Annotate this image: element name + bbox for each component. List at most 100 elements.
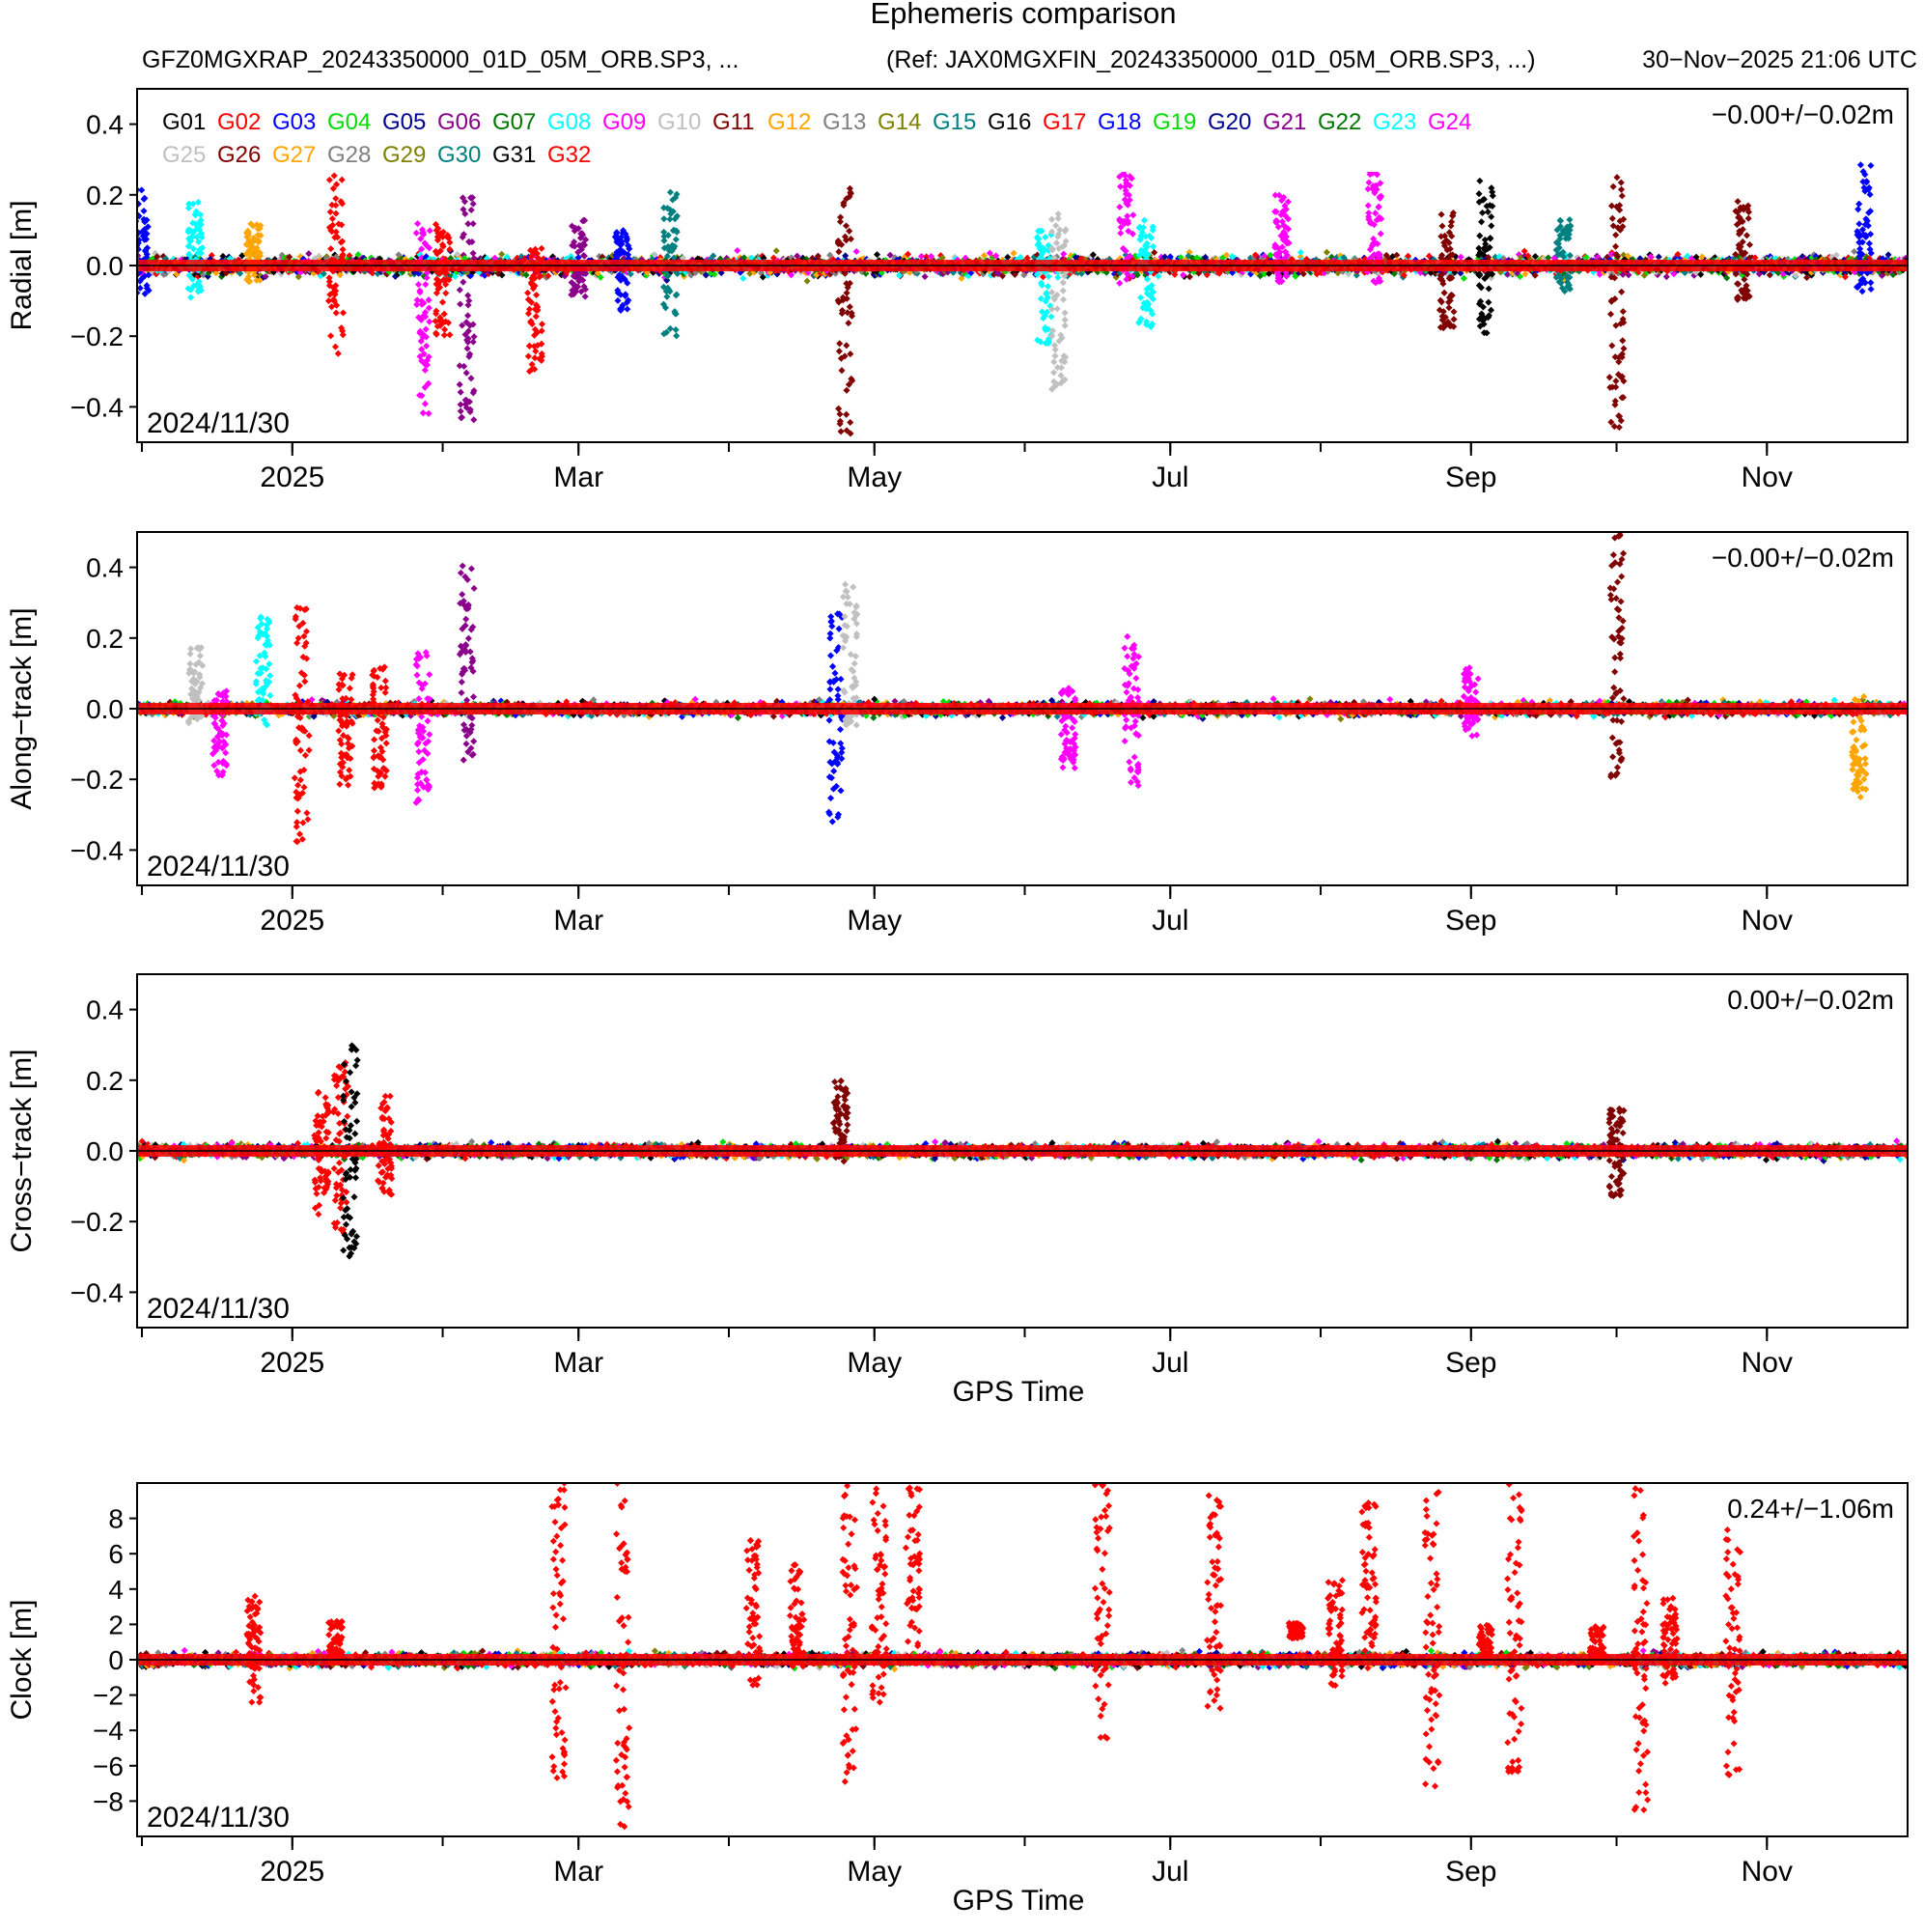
excursion-point-21 [1605,374,1613,381]
excursion-point-13 [1059,287,1067,294]
excursion-point-3 [329,184,337,192]
excursion-point-0 [142,236,151,243]
excursion-point-21 [1612,242,1620,250]
noise-point [1010,249,1018,257]
excursion-point-7 [531,354,539,362]
excursion-point-14 [1116,279,1124,287]
excursion-point-5 [434,230,442,238]
excursion-point-0 [145,287,153,294]
excursion-point-15 [1149,242,1157,250]
excursion-point-13 [1051,346,1059,353]
excursion-point-9 [612,251,620,259]
excursion-point-11 [837,428,845,435]
excursion-point-9 [614,296,622,304]
excursion-point-5 [440,310,448,318]
excursion-point-10 [666,215,674,223]
excursion-point-8 [572,282,579,290]
excursion-point-1 [187,234,195,241]
excursion-point-6 [457,388,464,396]
excursion-point-6 [467,375,475,382]
excursion-point-8 [581,293,589,300]
excursion-point-10 [671,215,679,223]
excursion-point-8 [578,230,586,238]
excursion-point-18 [1450,308,1458,316]
excursion-point-11 [836,420,844,428]
excursion-point-1 [193,224,201,232]
excursion-point-3 [325,282,333,290]
excursion-point-20 [1557,217,1565,225]
excursion-point-4 [426,227,433,235]
excursion-point-3 [330,297,338,305]
excursion-point-11 [843,289,850,296]
excursion-point-3 [332,202,340,210]
excursion-point-10 [660,237,668,244]
excursion-point-11 [836,340,844,348]
excursion-point-3 [325,274,333,282]
subtitle-reference: (Ref: JAX0MGXFIN_20243350000_01D_05M_ORB… [886,46,1536,73]
excursion-point-3 [337,198,345,206]
excursion-point-8 [574,248,582,256]
excursion-point-19 [1475,190,1483,198]
excursion-point-0 [137,284,144,292]
excursion-point-7 [528,360,536,368]
excursion-point-19 [1487,235,1494,242]
excursion-point-3 [339,252,347,260]
excursion-point-21 [1608,342,1616,350]
excursion-point-1 [196,218,204,226]
excursion-point-4 [425,296,432,304]
noise-point [336,271,344,279]
excursion-point-11 [847,235,854,243]
excursion-point-11 [843,410,850,418]
excursion-point-4 [419,229,427,237]
excursion-point-11 [838,367,846,375]
excursion-point-6 [463,345,471,352]
excursion-point-9 [612,234,620,241]
noise-point [1851,247,1858,256]
data-points-0 [137,143,1908,437]
noise-point [739,274,747,282]
excursion-point-6 [469,338,477,346]
excursion-point-5 [432,275,441,283]
excursion-point-18 [1445,304,1453,312]
noise-point [597,273,604,281]
excursion-point-10 [672,292,680,299]
excursion-point-11 [847,350,854,358]
excursion-point-7 [536,355,544,363]
excursion-point-2 [255,238,263,245]
excursion-point-4 [423,342,431,350]
excursion-point-7 [524,352,532,360]
excursion-point-4 [421,400,429,407]
excursion-point-0 [140,195,148,203]
excursion-point-7 [536,272,544,280]
excursion-point-13 [1054,214,1062,222]
excursion-point-3 [338,221,346,229]
excursion-point-3 [328,303,336,311]
noise-point [369,269,376,277]
noise-point [826,251,834,259]
excursion-point-11 [840,202,848,210]
figure-title: Ephemeris comparison [870,0,1176,30]
excursion-point-3 [334,350,342,357]
noise-point [760,254,767,262]
excursion-point-10 [673,190,681,198]
excursion-point-6 [469,200,477,208]
excursion-point-4 [419,333,427,341]
excursion-point-0 [140,207,148,215]
excursion-point-7 [532,348,540,355]
excursion-point-6 [464,292,472,299]
excursion-point-3 [338,324,346,332]
excursion-point-5 [436,284,444,292]
excursion-point-7 [524,310,533,318]
excursion-point-6 [461,396,469,404]
excursion-point-7 [538,321,546,328]
excursion-point-8 [579,276,587,284]
noise-point [702,271,710,279]
excursion-point-3 [334,234,342,241]
excursion-point-19 [1478,218,1486,226]
excursion-point-21 [1612,231,1620,238]
noise-point [873,251,881,259]
excursion-point-4 [417,235,425,242]
excursion-point-19 [1476,232,1484,239]
excursion-point-1 [185,250,193,258]
excursion-point-1 [187,286,195,294]
